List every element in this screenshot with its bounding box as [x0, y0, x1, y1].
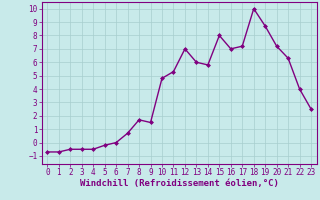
X-axis label: Windchill (Refroidissement éolien,°C): Windchill (Refroidissement éolien,°C) [80, 179, 279, 188]
